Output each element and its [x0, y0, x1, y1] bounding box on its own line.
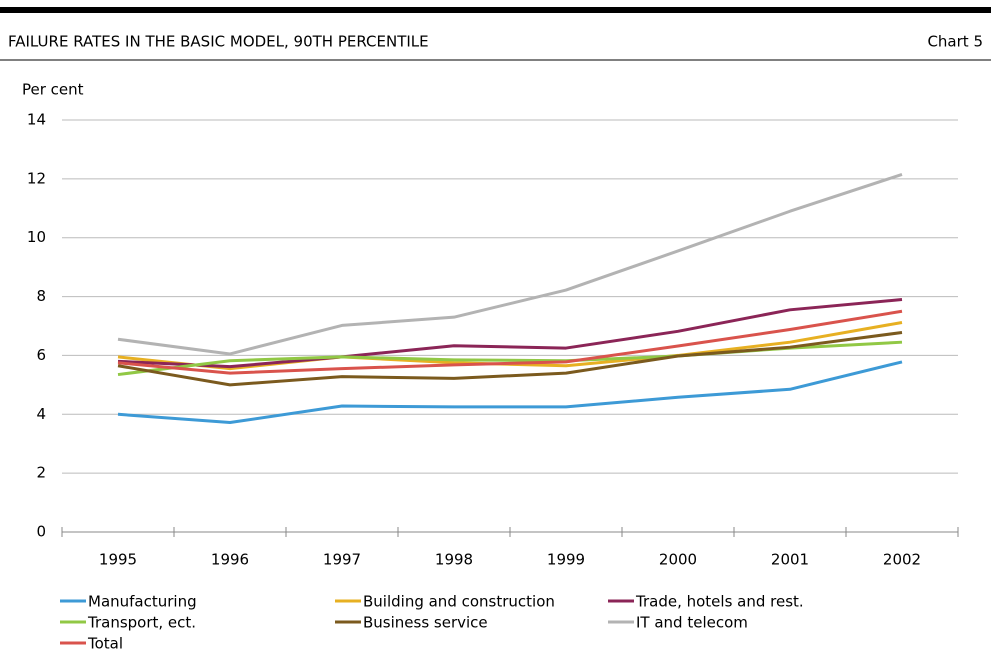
- series-line: [117, 360, 903, 425]
- y-tick-label: 2: [36, 464, 46, 482]
- x-tick-label: 2000: [659, 551, 697, 569]
- legend-label: Transport, ect.: [87, 614, 196, 632]
- legend-label: Manufacturing: [88, 593, 197, 611]
- legend-label: Building and construction: [363, 593, 555, 611]
- x-tick-label: 2002: [883, 551, 921, 569]
- x-tick-label: 1996: [211, 551, 249, 569]
- series-line: [117, 309, 903, 375]
- series-line: [117, 330, 903, 387]
- y-tick-label: 4: [36, 405, 46, 423]
- y-tick-label: 10: [27, 228, 46, 246]
- chart-title: FAILURE RATES IN THE BASIC MODEL, 90TH P…: [8, 33, 429, 51]
- legend-label: Business service: [363, 614, 488, 632]
- top-rule: [0, 7, 991, 13]
- y-tick-label: 12: [27, 169, 46, 187]
- y-tick-label: 6: [36, 346, 46, 364]
- x-tick-label: 1999: [547, 551, 585, 569]
- x-tick-label: 1997: [323, 551, 361, 569]
- x-tick-label: 2001: [771, 551, 809, 569]
- x-tick-label: 1998: [435, 551, 473, 569]
- y-tick-label: 14: [27, 111, 46, 129]
- y-tick-label: 0: [36, 523, 46, 541]
- y-axis-label: Per cent: [22, 81, 84, 99]
- y-tick-label: 8: [36, 287, 46, 305]
- series-line: [117, 173, 903, 356]
- legend-label: Trade, hotels and rest.: [635, 593, 804, 611]
- chart-label: Chart 5: [927, 33, 983, 51]
- legend-label: Total: [87, 635, 123, 653]
- legend-label: IT and telecom: [636, 614, 748, 632]
- series-line: [117, 298, 903, 369]
- x-tick-label: 1995: [99, 551, 137, 569]
